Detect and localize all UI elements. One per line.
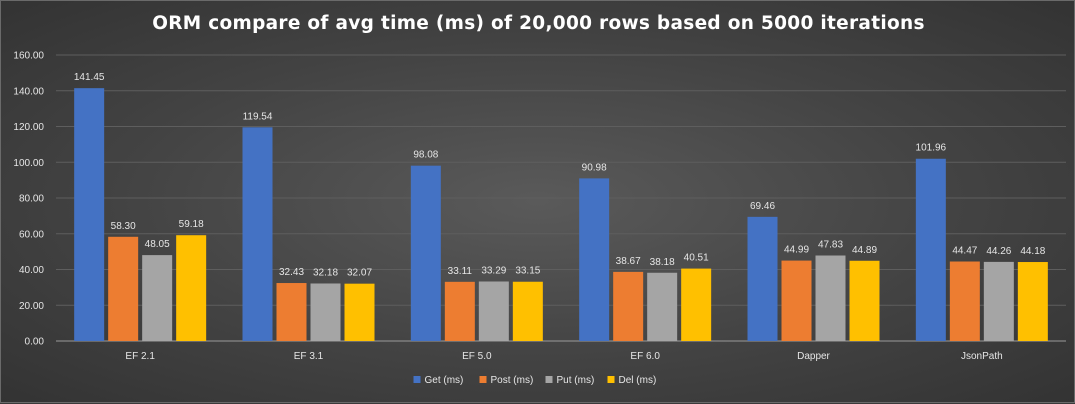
bar [815,255,846,341]
data-label: 101.96 [916,143,947,154]
data-label: 98.08 [413,150,438,161]
y-tick-label: 140.00 [13,86,44,97]
y-tick-label: 80.00 [19,194,44,205]
data-label: 59.18 [179,219,204,230]
data-label: 90.98 [582,162,607,173]
x-category-label: EF 5.0 [462,351,492,362]
y-tick-label: 120.00 [13,122,44,133]
y-tick-label: 100.00 [13,158,44,169]
data-label: 44.26 [986,246,1011,257]
legend-swatch [479,376,487,383]
data-label: 44.99 [784,245,809,256]
legend-swatch [607,376,615,383]
data-label: 141.45 [74,72,105,83]
data-label: 32.43 [279,267,304,278]
bar [579,178,610,341]
data-label: 44.18 [1020,246,1045,257]
data-label: 33.15 [515,266,540,277]
y-tick-label: 40.00 [19,265,44,276]
data-label: 48.05 [145,239,170,250]
x-category-label: JsonPath [961,351,1003,362]
bar [613,271,644,341]
legend-swatch [545,376,553,383]
data-label: 69.46 [750,201,775,212]
y-tick-label: 160.00 [13,51,44,62]
data-label: 40.51 [684,253,709,264]
data-label: 44.47 [952,246,977,257]
y-tick-label: 0.00 [25,337,45,348]
legend-label: Post (ms) [491,375,534,386]
legend-label: Put (ms) [557,375,595,386]
y-tick-label: 20.00 [19,301,44,312]
data-label: 32.18 [313,267,338,278]
x-category-label: Dapper [797,351,830,362]
legend-label: Del (ms) [619,375,657,386]
bar [276,283,307,341]
data-label: 38.18 [650,257,675,268]
data-label: 58.30 [111,221,136,232]
data-label: 32.07 [347,268,372,279]
data-label: 44.89 [852,245,877,256]
bar [344,283,375,341]
bar [647,272,678,341]
chart-title: ORM compare of avg time (ms) of 20,000 r… [152,13,925,34]
bar [478,281,509,341]
y-tick-label: 60.00 [19,229,44,240]
bar [781,260,812,341]
bar [849,260,880,341]
bar [444,281,475,341]
data-label: 47.83 [818,240,843,251]
bar [512,281,543,341]
bar [108,236,139,341]
x-category-label: EF 3.1 [294,351,324,362]
data-label: 119.54 [243,111,273,122]
bar [242,127,273,341]
bar [142,255,173,341]
bar [983,261,1014,341]
legend-label: Get (ms) [425,375,464,386]
bar [1017,262,1048,341]
bar [681,268,712,341]
bar [410,165,441,341]
bar [915,158,946,341]
data-label: 33.29 [481,265,506,276]
data-label: 33.11 [448,266,473,277]
bar [310,283,341,341]
bar [176,235,207,341]
x-category-label: EF 6.0 [630,351,660,362]
legend-swatch [413,376,421,383]
data-label: 38.67 [616,256,641,267]
bar [747,216,778,341]
bar [74,88,105,341]
x-category-label: EF 2.1 [125,351,155,362]
bar [949,261,980,341]
